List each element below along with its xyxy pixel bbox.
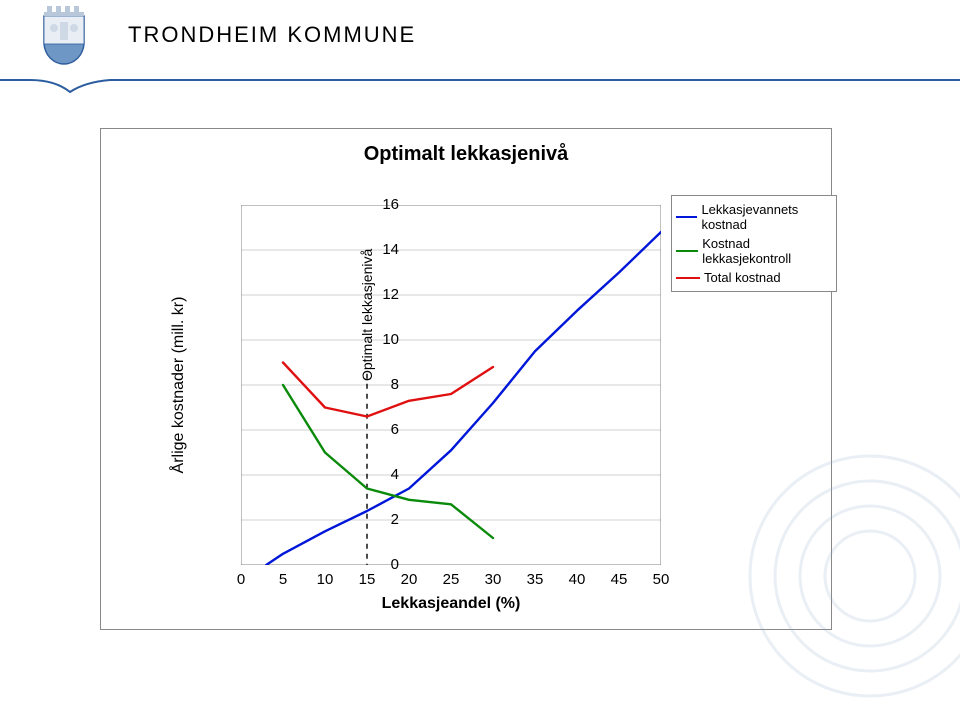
x-tick: 10 <box>317 571 334 588</box>
legend-item: Lekkasjevannets kostnad <box>676 200 832 234</box>
x-axis-label: Lekkasjeandel (%) <box>382 595 521 613</box>
chart-title: Optimalt lekkasjenivå <box>101 143 831 166</box>
legend-item: Kostnad lekkasjekontroll <box>676 234 832 268</box>
x-tick: 25 <box>443 571 460 588</box>
legend-item: Total kostnad <box>676 268 832 287</box>
municipal-crest-icon <box>38 4 90 66</box>
x-tick: 40 <box>569 571 586 588</box>
x-tick: 20 <box>401 571 418 588</box>
y-axis-label: Årlige kostnader (mill. kr) <box>170 297 188 474</box>
legend-label: Kostnad lekkasjekontroll <box>702 236 832 266</box>
x-tick: 45 <box>611 571 628 588</box>
y-tick: 4 <box>359 466 399 483</box>
org-name: TRONDHEIM KOMMUNE <box>128 22 416 48</box>
legend-swatch <box>676 277 700 279</box>
y-tick: 6 <box>359 421 399 438</box>
legend-label: Lekkasjevannets kostnad <box>701 202 832 232</box>
x-tick: 50 <box>653 571 670 588</box>
legend: Lekkasjevannets kostnad Kostnad lekkasje… <box>671 195 837 292</box>
x-tick: 30 <box>485 571 502 588</box>
optimal-level-label: Optimalt lekkasjenivå <box>359 248 375 380</box>
x-tick: 0 <box>237 571 245 588</box>
plot-area <box>241 205 661 565</box>
y-tick: 2 <box>359 511 399 528</box>
legend-label: Total kostnad <box>704 270 781 285</box>
chart-frame: Optimalt lekkasjenivå 0246810121416 0510… <box>100 128 832 630</box>
header: TRONDHEIM KOMMUNE <box>0 0 960 90</box>
y-tick: 16 <box>359 196 399 213</box>
watermark-swirl-icon <box>740 446 960 706</box>
x-tick: 15 <box>359 571 376 588</box>
legend-swatch <box>676 216 697 218</box>
x-tick: 35 <box>527 571 544 588</box>
legend-swatch <box>676 250 698 252</box>
header-rule <box>0 70 960 98</box>
x-tick: 5 <box>279 571 287 588</box>
